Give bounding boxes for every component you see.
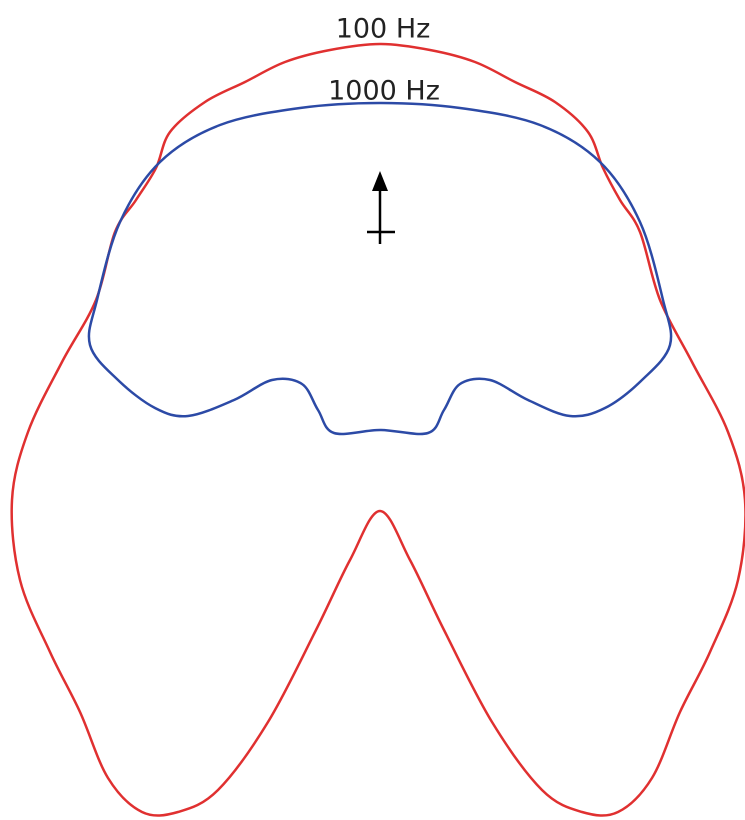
label-100hz: 100 Hz bbox=[336, 14, 431, 45]
direction-arrow bbox=[367, 171, 395, 244]
arrow-head bbox=[372, 171, 388, 191]
label-1000hz: 1000 Hz bbox=[328, 76, 440, 107]
pattern-1000hz bbox=[87, 101, 673, 436]
